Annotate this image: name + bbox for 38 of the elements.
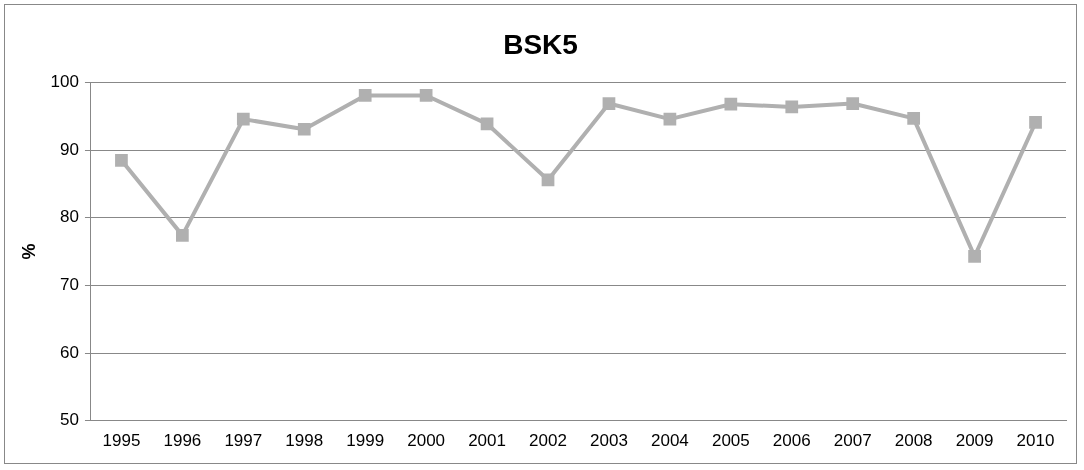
x-tick-label: 2001 bbox=[468, 431, 506, 451]
point bbox=[1029, 116, 1042, 129]
y-tick-label: 90 bbox=[60, 139, 79, 159]
chart-title: BSK5 bbox=[503, 28, 578, 60]
y-tick-label: 60 bbox=[60, 342, 79, 362]
point bbox=[358, 89, 372, 102]
y-tick-label: 100 bbox=[50, 72, 79, 92]
x-tick-label: 2002 bbox=[529, 431, 567, 451]
x-tick-label: 2008 bbox=[894, 431, 933, 451]
y-tick-label: 70 bbox=[60, 275, 79, 295]
x-tick-label: 1997 bbox=[224, 431, 263, 451]
x-tick-label: 1998 bbox=[285, 431, 324, 451]
point bbox=[236, 112, 250, 126]
point bbox=[724, 97, 738, 111]
point bbox=[602, 97, 616, 110]
x-tick-label: 1999 bbox=[346, 431, 385, 451]
point bbox=[846, 97, 860, 110]
x-tick-label: 2006 bbox=[772, 431, 811, 451]
x-tick-label: 2009 bbox=[955, 431, 994, 451]
y-tick-label: 80 bbox=[60, 207, 79, 227]
point bbox=[176, 229, 189, 242]
y-axis-title: % bbox=[18, 243, 39, 260]
x-tick-label: 2004 bbox=[650, 431, 689, 451]
x-tick-label: 1995 bbox=[102, 431, 141, 451]
y-tick-label: 50 bbox=[60, 410, 79, 430]
x-tick-label: 2000 bbox=[407, 431, 446, 451]
point bbox=[115, 153, 128, 167]
x-tick-label: 2003 bbox=[590, 431, 628, 451]
point bbox=[297, 122, 311, 136]
x-tick-label: 2007 bbox=[833, 431, 872, 451]
point bbox=[907, 112, 921, 125]
x-tick-label: 2010 bbox=[1016, 431, 1055, 451]
point bbox=[785, 100, 799, 114]
point bbox=[419, 89, 433, 102]
x-tick-label: 1996 bbox=[163, 431, 202, 451]
x-tick-label: 2005 bbox=[711, 431, 750, 451]
point bbox=[968, 249, 981, 263]
point bbox=[480, 117, 494, 131]
